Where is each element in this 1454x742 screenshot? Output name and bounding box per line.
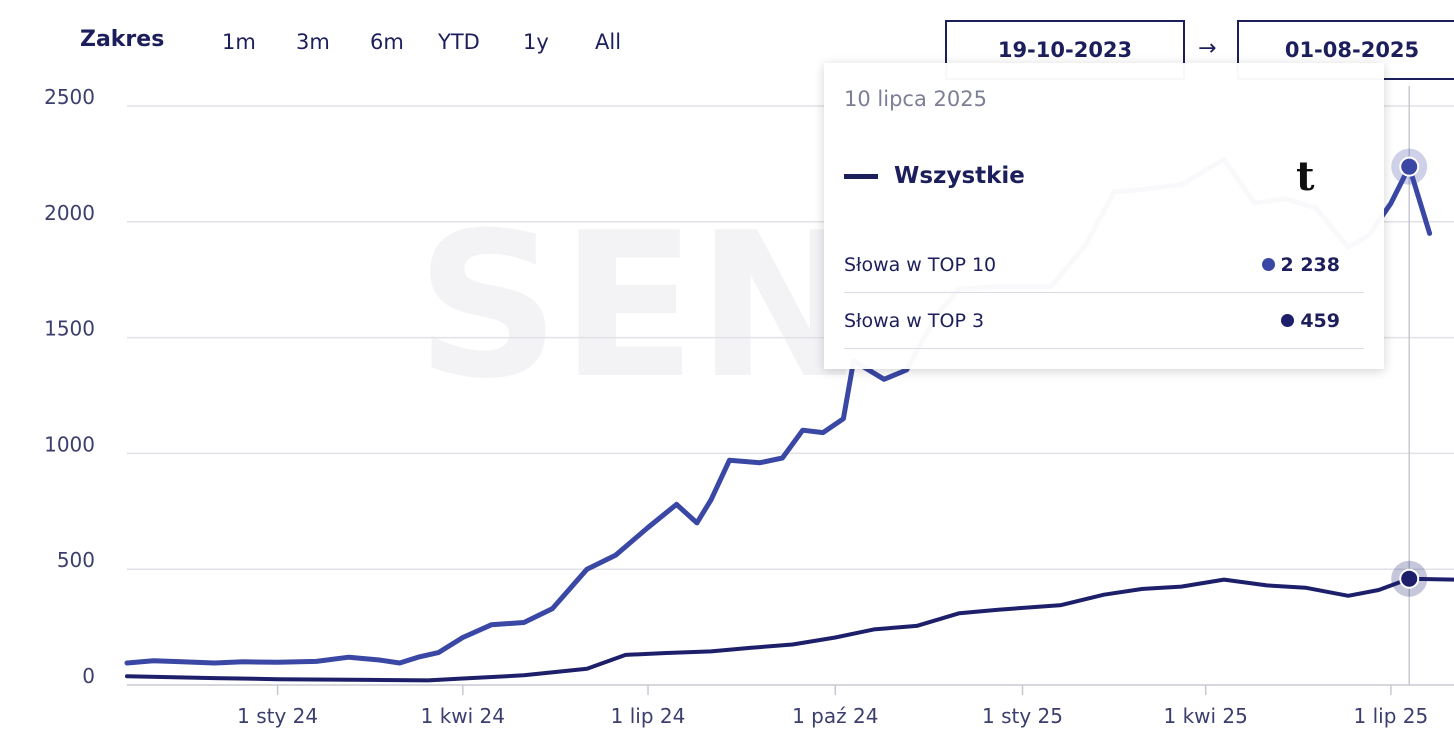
range-label: Zakres <box>80 27 165 52</box>
chart-tooltip: 10 lipca 2025 Wszystkie t Słowa w TOP 10… <box>824 63 1384 369</box>
tooltip-row-top10: Słowa w TOP 10 2 238 <box>844 237 1364 293</box>
tooltip-date: 10 lipca 2025 <box>844 87 987 111</box>
x-tick-label: 1 kwi 24 <box>421 704 505 728</box>
x-tick-label: 1 paź 24 <box>792 704 878 728</box>
tooltip-row-label: Słowa w TOP 10 <box>844 253 997 276</box>
x-tick-label: 1 lip 25 <box>1354 704 1429 728</box>
x-tick-label: 1 kwi 25 <box>1164 704 1248 728</box>
watermark: SEN <box>416 190 864 423</box>
y-tick-label: 2000 <box>44 201 95 225</box>
range-button-1m[interactable]: 1m <box>222 30 256 54</box>
series-dot-icon <box>1261 258 1275 271</box>
x-tick-label: 1 sty 24 <box>237 704 318 728</box>
series-dot-icon <box>1281 314 1295 327</box>
y-axis: 0 500 1000 1500 2000 2500 <box>44 85 95 688</box>
hover-layer <box>1391 86 1428 685</box>
tooltip-value-top10: 2 238 <box>1280 253 1341 276</box>
x-axis: 1 sty 24 1 kwi 24 1 lip 24 1 paź 24 1 sty 25… <box>237 685 1428 728</box>
hover-point <box>1399 568 1420 589</box>
hover-point <box>1399 156 1420 177</box>
tooltip-row-value: 2 238 <box>1261 253 1341 276</box>
range-arrow-icon: → <box>1198 36 1217 61</box>
range-button-ytd[interactable]: YTD <box>438 30 480 54</box>
tooltip-row-value: 459 <box>1281 310 1340 332</box>
x-tick-label: 1 lip 24 <box>611 704 686 728</box>
series-swatch-icon <box>844 173 878 179</box>
tooltip-value-top3: 459 <box>1300 309 1340 332</box>
y-tick-label: 2500 <box>44 85 95 109</box>
range-button-1y[interactable]: 1y <box>523 30 549 54</box>
tooltip-row-label: Słowa w TOP 3 <box>844 309 985 332</box>
x-tick-label: 1 sty 25 <box>982 704 1063 728</box>
tooltip-glyph: t <box>1296 153 1315 200</box>
tooltip-row-top3: Słowa w TOP 3 459 <box>844 293 1364 349</box>
y-tick-label: 1000 <box>44 432 95 456</box>
y-tick-label: 0 <box>82 664 95 688</box>
y-tick-label: 500 <box>57 548 95 572</box>
range-button-all[interactable]: All <box>595 30 622 54</box>
tooltip-series: Wszystkie <box>844 163 1025 189</box>
range-button-6m[interactable]: 6m <box>370 30 404 54</box>
series-line <box>125 576 1454 683</box>
tooltip-series-name: Wszystkie <box>894 163 1025 189</box>
range-button-3m[interactable]: 3m <box>296 30 330 54</box>
y-tick-label: 1500 <box>44 317 95 341</box>
